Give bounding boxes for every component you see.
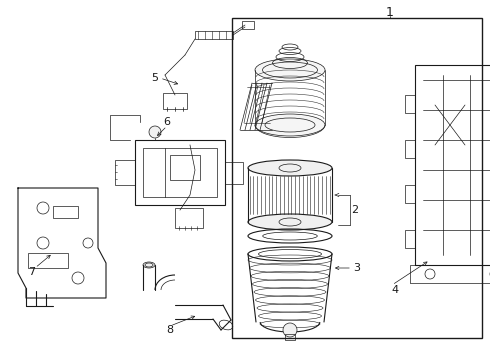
- Ellipse shape: [248, 214, 332, 230]
- Ellipse shape: [255, 59, 325, 81]
- Text: 3: 3: [353, 263, 361, 273]
- Text: 2: 2: [351, 205, 359, 215]
- Text: 7: 7: [28, 267, 36, 277]
- Bar: [415, 65, 490, 265]
- Bar: [115, 160, 135, 185]
- Bar: [405, 140, 415, 158]
- Bar: [195, 31, 233, 39]
- Circle shape: [149, 126, 161, 138]
- Text: 1: 1: [386, 5, 394, 18]
- Bar: [143, 148, 217, 197]
- Ellipse shape: [255, 114, 325, 136]
- Circle shape: [283, 323, 297, 337]
- Bar: [225, 162, 243, 184]
- Text: 5: 5: [151, 73, 158, 83]
- Bar: [135, 140, 225, 205]
- Bar: [285, 334, 295, 340]
- Bar: [28, 253, 68, 268]
- Bar: [410, 265, 490, 283]
- Bar: [170, 155, 200, 180]
- Bar: [163, 93, 187, 109]
- Bar: [405, 185, 415, 203]
- Bar: [175, 208, 203, 228]
- Ellipse shape: [143, 262, 155, 268]
- Bar: [242, 21, 254, 29]
- Text: 8: 8: [167, 325, 173, 335]
- Bar: [405, 230, 415, 248]
- Bar: [405, 95, 415, 113]
- Text: 6: 6: [164, 117, 171, 127]
- Bar: [232, 18, 482, 338]
- Ellipse shape: [248, 160, 332, 176]
- Bar: [53, 206, 78, 218]
- Text: 4: 4: [392, 285, 398, 295]
